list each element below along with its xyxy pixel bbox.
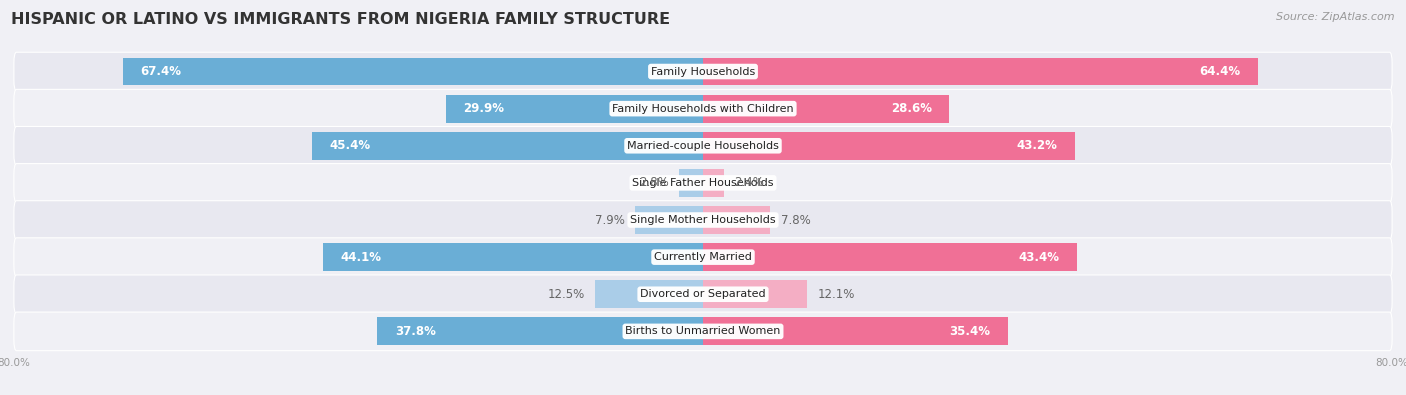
Text: HISPANIC OR LATINO VS IMMIGRANTS FROM NIGERIA FAMILY STRUCTURE: HISPANIC OR LATINO VS IMMIGRANTS FROM NI… (11, 12, 671, 27)
FancyBboxPatch shape (14, 312, 1392, 351)
Bar (122, 58, 703, 85)
FancyBboxPatch shape (14, 164, 1392, 202)
Bar (636, 206, 703, 234)
Text: Married-couple Households: Married-couple Households (627, 141, 779, 151)
FancyBboxPatch shape (14, 52, 1392, 91)
Text: 67.4%: 67.4% (139, 65, 181, 78)
Text: 45.4%: 45.4% (329, 139, 370, 152)
Bar (703, 95, 949, 122)
Bar (312, 132, 703, 160)
FancyBboxPatch shape (14, 238, 1392, 276)
Bar (703, 243, 1077, 271)
Text: 2.8%: 2.8% (638, 177, 669, 189)
Text: 43.4%: 43.4% (1018, 251, 1060, 263)
Bar (595, 280, 703, 308)
Text: 2.4%: 2.4% (734, 177, 763, 189)
Text: 44.1%: 44.1% (340, 251, 381, 263)
Bar (703, 169, 724, 197)
FancyBboxPatch shape (14, 89, 1392, 128)
Text: 29.9%: 29.9% (463, 102, 503, 115)
Text: Family Households: Family Households (651, 66, 755, 77)
Bar (703, 318, 1008, 345)
Text: Divorced or Separated: Divorced or Separated (640, 289, 766, 299)
Text: 35.4%: 35.4% (949, 325, 991, 338)
Bar (323, 243, 703, 271)
Bar (703, 206, 770, 234)
Bar (703, 280, 807, 308)
Text: Single Father Households: Single Father Households (633, 178, 773, 188)
Bar (377, 318, 703, 345)
Bar (446, 95, 703, 122)
Text: Currently Married: Currently Married (654, 252, 752, 262)
Text: Family Households with Children: Family Households with Children (612, 103, 794, 114)
Text: 37.8%: 37.8% (395, 325, 436, 338)
Text: 64.4%: 64.4% (1199, 65, 1240, 78)
FancyBboxPatch shape (14, 275, 1392, 314)
Text: 7.9%: 7.9% (595, 214, 624, 226)
Text: Source: ZipAtlas.com: Source: ZipAtlas.com (1277, 12, 1395, 22)
Text: 28.6%: 28.6% (891, 102, 932, 115)
Text: 7.8%: 7.8% (780, 214, 810, 226)
Text: 12.5%: 12.5% (548, 288, 585, 301)
Text: 12.1%: 12.1% (817, 288, 855, 301)
Text: 43.2%: 43.2% (1017, 139, 1057, 152)
FancyBboxPatch shape (14, 201, 1392, 239)
Bar (679, 169, 703, 197)
Text: Single Mother Households: Single Mother Households (630, 215, 776, 225)
Bar (703, 132, 1076, 160)
Bar (703, 58, 1257, 85)
Text: Births to Unmarried Women: Births to Unmarried Women (626, 326, 780, 337)
FancyBboxPatch shape (14, 126, 1392, 165)
